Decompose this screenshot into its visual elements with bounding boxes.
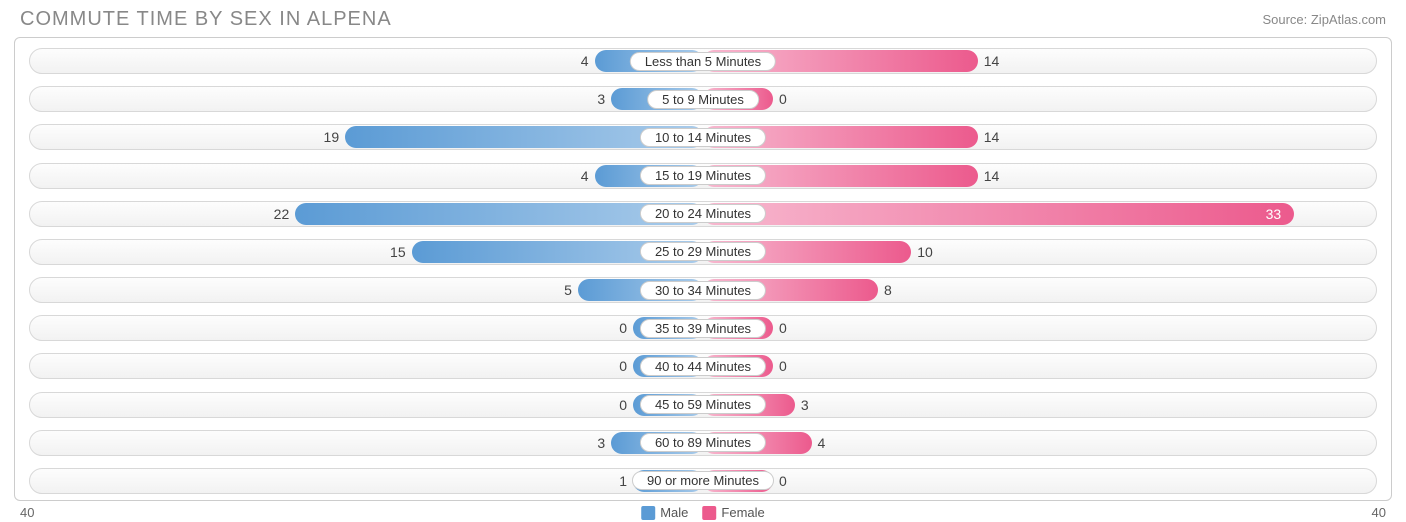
value-male: 3 — [597, 435, 605, 451]
category-label: 20 to 24 Minutes — [640, 204, 766, 223]
butterfly-chart: COMMUTE TIME BY SEX IN ALPENA Source: Zi… — [0, 0, 1406, 522]
value-male: 22 — [274, 206, 290, 222]
legend-label-male: Male — [660, 505, 688, 520]
value-male: 4 — [581, 168, 589, 184]
category-label: 90 or more Minutes — [632, 471, 774, 490]
value-male: 0 — [619, 397, 627, 413]
legend-item-female: Female — [702, 505, 764, 520]
chart-row: 0 3 45 to 59 Minutes — [29, 392, 1377, 418]
category-label: 45 to 59 Minutes — [640, 395, 766, 414]
chart-row: 22 33 20 to 24 Minutes — [29, 201, 1377, 227]
category-label: Less than 5 Minutes — [630, 52, 776, 71]
axis-max-right: 40 — [1372, 505, 1386, 520]
value-male: 15 — [390, 244, 406, 260]
value-female: 14 — [984, 53, 1000, 69]
category-label: 15 to 19 Minutes — [640, 166, 766, 185]
category-label: 30 to 34 Minutes — [640, 281, 766, 300]
legend-item-male: Male — [641, 505, 688, 520]
chart-row: 5 8 30 to 34 Minutes — [29, 277, 1377, 303]
value-male: 4 — [581, 53, 589, 69]
value-female: 0 — [779, 320, 787, 336]
value-male: 19 — [324, 129, 340, 145]
value-male: 3 — [597, 91, 605, 107]
chart-row: 0 0 40 to 44 Minutes — [29, 353, 1377, 379]
value-female: 10 — [917, 244, 933, 260]
category-label: 25 to 29 Minutes — [640, 242, 766, 261]
chart-header: COMMUTE TIME BY SEX IN ALPENA Source: Zi… — [0, 0, 1406, 37]
chart-title: COMMUTE TIME BY SEX IN ALPENA — [20, 8, 392, 31]
value-female: 8 — [884, 282, 892, 298]
value-female: 0 — [779, 358, 787, 374]
chart-row: 15 10 25 to 29 Minutes — [29, 239, 1377, 265]
value-female: 14 — [984, 129, 1000, 145]
value-female: 33 — [1266, 206, 1282, 222]
category-label: 60 to 89 Minutes — [640, 433, 766, 452]
value-male: 5 — [564, 282, 572, 298]
value-female: 4 — [818, 435, 826, 451]
chart-row: 4 14 15 to 19 Minutes — [29, 163, 1377, 189]
category-label: 5 to 9 Minutes — [647, 90, 759, 109]
chart-row: 3 0 5 to 9 Minutes — [29, 86, 1377, 112]
legend: Male Female — [641, 505, 765, 520]
swatch-male — [641, 506, 655, 520]
category-label: 40 to 44 Minutes — [640, 357, 766, 376]
value-female: 0 — [779, 91, 787, 107]
value-male: 0 — [619, 320, 627, 336]
chart-footer: 40 Male Female 40 — [0, 501, 1406, 522]
value-female: 3 — [801, 397, 809, 413]
swatch-female — [702, 506, 716, 520]
axis-max-left: 40 — [20, 505, 34, 520]
chart-row: 0 0 35 to 39 Minutes — [29, 315, 1377, 341]
plot-area: 414Less than 5 Minutes305 to 9 Minutes19… — [14, 37, 1392, 501]
legend-label-female: Female — [721, 505, 764, 520]
chart-row: 3 4 60 to 89 Minutes — [29, 430, 1377, 456]
chart-row: 19 14 10 to 14 Minutes — [29, 124, 1377, 150]
chart-row: 4 14 Less than 5 Minutes — [29, 48, 1377, 74]
category-label: 35 to 39 Minutes — [640, 319, 766, 338]
bar-female — [703, 203, 1294, 225]
value-female: 0 — [779, 473, 787, 489]
value-male: 1 — [619, 473, 627, 489]
chart-row: 1 0 90 or more Minutes — [29, 468, 1377, 494]
chart-source: Source: ZipAtlas.com — [1262, 12, 1386, 27]
value-male: 0 — [619, 358, 627, 374]
category-label: 10 to 14 Minutes — [640, 128, 766, 147]
value-female: 14 — [984, 168, 1000, 184]
